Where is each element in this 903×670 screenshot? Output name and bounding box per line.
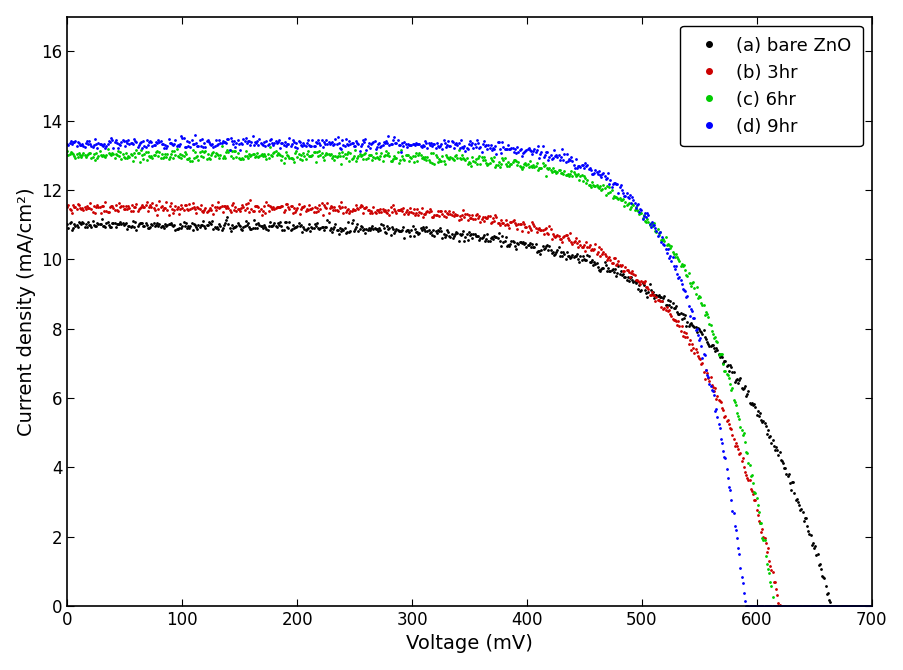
(d) 9hr [788,602,799,610]
Legend: (a) bare ZnO, (b) 3hr, (c) 6hr, (d) 9hr: (a) bare ZnO, (b) 3hr, (c) 6hr, (d) 9hr [680,25,861,147]
(c) 6hr [317,153,328,161]
(b) 3hr [865,602,876,610]
(a) bare ZnO [688,323,699,331]
(b) 3hr [259,210,270,218]
(a) bare ZnO [259,223,270,231]
(c) 6hr [591,182,601,190]
(a) bare ZnO [787,478,798,486]
Line: (d) 9hr: (d) 9hr [66,134,872,607]
(d) 9hr [190,131,200,139]
(c) 6hr [768,602,778,610]
Y-axis label: Current density (mA/cm²): Current density (mA/cm²) [16,187,35,436]
(b) 3hr [591,251,601,259]
Line: (b) 3hr: (b) 3hr [66,198,872,607]
(a) bare ZnO [591,259,601,267]
(c) 6hr [259,151,270,159]
(b) 3hr [688,348,699,356]
(d) 9hr [591,168,601,176]
(b) 3hr [61,202,72,210]
(b) 3hr [289,208,300,216]
(a) bare ZnO [61,220,72,228]
(d) 9hr [740,602,750,610]
(c) 6hr [289,149,300,157]
Line: (c) 6hr: (c) 6hr [66,145,872,607]
(b) 3hr [788,602,799,610]
(a) bare ZnO [317,222,328,230]
(b) 3hr [245,196,256,204]
(d) 9hr [317,143,328,151]
(c) 6hr [865,602,876,610]
(c) 6hr [688,285,699,293]
(d) 9hr [289,143,300,151]
(d) 9hr [865,602,876,610]
(b) 3hr [317,211,328,219]
(a) bare ZnO [825,602,836,610]
(d) 9hr [688,314,699,322]
(a) bare ZnO [221,214,232,222]
(d) 9hr [259,141,270,149]
(d) 9hr [61,141,72,149]
(a) bare ZnO [865,602,876,610]
Line: (a) bare ZnO: (a) bare ZnO [66,216,872,607]
(b) 3hr [775,602,786,610]
(a) bare ZnO [289,222,300,230]
(c) 6hr [788,602,799,610]
(c) 6hr [61,147,72,155]
(c) 6hr [216,142,227,150]
X-axis label: Voltage (mV): Voltage (mV) [405,634,532,653]
